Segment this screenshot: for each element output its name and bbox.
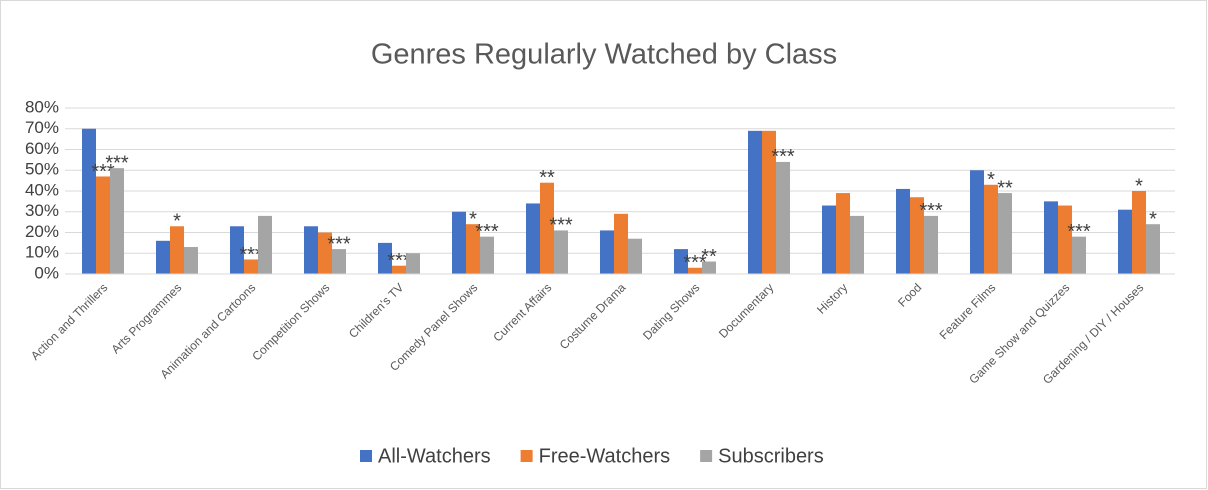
bar	[1072, 236, 1086, 274]
significance-label: *	[1135, 175, 1143, 197]
significance-label: ***	[239, 244, 263, 266]
bar	[702, 261, 716, 274]
bar	[378, 242, 392, 274]
y-tick-label: 60%	[25, 139, 59, 158]
chart-title: Genres Regularly Watched by Class	[371, 39, 837, 71]
bar	[984, 184, 998, 274]
bar	[970, 170, 984, 274]
bar	[318, 232, 332, 274]
y-tick-label: 50%	[25, 160, 59, 179]
bar	[748, 130, 762, 274]
significance-label: ***	[1067, 221, 1091, 243]
bar	[1146, 224, 1160, 274]
bar	[628, 238, 642, 274]
bar	[924, 215, 938, 274]
y-tick-label: 70%	[25, 118, 59, 137]
bar	[406, 253, 420, 274]
bar	[688, 267, 702, 274]
bar	[1044, 201, 1058, 274]
bar	[110, 168, 124, 274]
significance-label: **	[997, 177, 1013, 199]
bar	[304, 226, 318, 274]
legend-label: All-Watchers	[378, 445, 491, 467]
bar	[540, 182, 554, 274]
legend-swatch	[520, 450, 533, 462]
bar	[96, 176, 110, 274]
bar	[184, 247, 198, 274]
bar	[244, 259, 258, 274]
bar	[156, 240, 170, 274]
significance-label: ***	[771, 146, 795, 168]
bar	[392, 265, 406, 274]
bar	[480, 236, 494, 274]
bar	[82, 128, 96, 274]
significance-label: ***	[387, 250, 411, 272]
y-tick-label: 30%	[25, 201, 59, 220]
significance-label: ***	[105, 152, 129, 174]
bar	[1132, 191, 1146, 274]
bar	[258, 215, 272, 274]
significance-label: ***	[475, 221, 499, 243]
bar	[998, 193, 1012, 274]
bar	[230, 226, 244, 274]
legend-swatch	[360, 450, 372, 462]
bar	[896, 188, 910, 274]
y-tick-label: 0%	[34, 263, 59, 282]
bar	[850, 215, 864, 274]
significance-label: ***	[549, 215, 573, 237]
significance-label: **	[539, 167, 555, 189]
bar	[1118, 209, 1132, 274]
significance-label: ***	[683, 252, 707, 274]
bar	[1058, 205, 1072, 274]
significance-label: **	[701, 246, 717, 268]
significance-label: *	[173, 211, 181, 233]
significance-label: *	[987, 169, 995, 191]
bar	[614, 213, 628, 274]
bar	[822, 205, 836, 274]
bar	[452, 211, 466, 274]
bar	[170, 226, 184, 274]
bar	[910, 197, 924, 274]
significance-label: ***	[327, 233, 351, 255]
bar	[762, 130, 776, 274]
y-tick-label: 40%	[25, 180, 59, 199]
bar	[600, 230, 614, 274]
legend-label: Free-Watchers	[539, 445, 671, 467]
bar	[776, 161, 790, 274]
significance-label: *	[1149, 208, 1157, 230]
y-tick-label: 10%	[25, 243, 59, 262]
y-tick-label: 80%	[25, 97, 59, 116]
significance-label: *	[469, 208, 477, 230]
bar	[332, 249, 346, 274]
legend-swatch	[700, 450, 713, 462]
y-tick-label: 20%	[25, 222, 59, 241]
bar	[526, 203, 540, 274]
bar	[674, 249, 688, 274]
significance-label: ***	[91, 161, 115, 183]
bar	[466, 224, 480, 274]
bar	[836, 193, 850, 274]
legend-label: Subscribers	[718, 445, 824, 467]
significance-label: ***	[919, 200, 943, 222]
bar	[554, 230, 568, 274]
